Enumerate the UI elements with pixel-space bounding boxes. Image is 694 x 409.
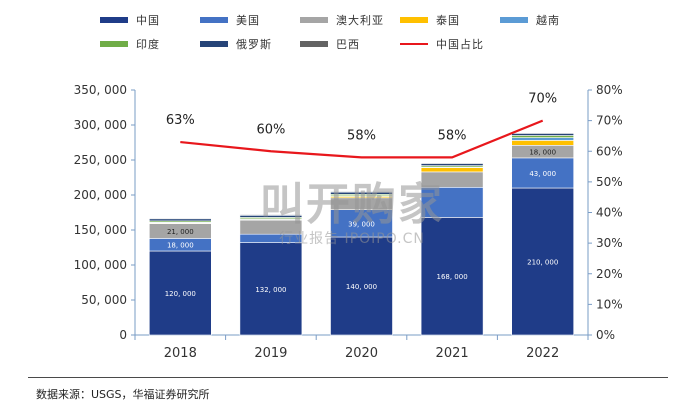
y-right-tick-label: 50% — [596, 175, 623, 189]
y-left-tick-label: 350, 000 — [74, 83, 127, 97]
line-data-label: 60% — [256, 122, 285, 137]
bar-segment — [239, 233, 303, 243]
chart-legend: 中国 美国 澳大利亚 泰国 越南 印度 俄罗斯 巴西 中国占比 — [0, 0, 694, 60]
bar-segment — [149, 217, 212, 220]
line-data-label: 70% — [528, 92, 557, 107]
bar-segment — [511, 132, 575, 134]
y-left-tick-label: 250, 000 — [74, 153, 127, 167]
bar-segment — [239, 242, 303, 336]
bar-segment — [239, 215, 303, 218]
bar-segment — [420, 217, 484, 336]
legend-label: 俄罗斯 — [236, 38, 272, 51]
legend-item: 泰国 — [400, 12, 460, 28]
legend-label: 美国 — [236, 14, 260, 27]
bar-segment — [511, 137, 575, 141]
legend-label: 越南 — [536, 14, 560, 27]
bar-segment — [511, 157, 575, 189]
legend-swatch — [400, 17, 428, 23]
y-right-tick-label: 10% — [596, 297, 623, 311]
legend-swatch — [300, 17, 328, 23]
bar-data-label: 120, 000 — [165, 290, 196, 298]
bar-segment — [330, 236, 393, 336]
source-note: 数据来源：USGS，华福证券研究所 — [36, 388, 210, 401]
y-left-tick-label: 300, 000 — [74, 118, 127, 132]
x-tick-label: 2018 — [164, 346, 197, 361]
bar-data-label: 18, 000 — [529, 149, 556, 157]
legend-swatch-line — [400, 43, 428, 45]
bar-segment — [420, 163, 484, 166]
bar-segment — [511, 135, 575, 138]
bar-segment — [420, 187, 484, 218]
x-tick-label: 2021 — [436, 346, 469, 361]
x-tick-label: 2019 — [254, 346, 287, 361]
source-divider — [28, 377, 668, 378]
line-data-label: 58% — [347, 128, 376, 143]
bar-segment — [239, 214, 303, 216]
bar-data-label: 18, 000 — [167, 242, 194, 250]
y-right-tick-label: 80% — [596, 83, 623, 97]
legend-item: 巴西 — [300, 36, 360, 52]
y-left-tick-label: 150, 000 — [74, 223, 127, 237]
bar-data-label: 132, 000 — [255, 286, 286, 294]
y-left-tick-label: 50, 000 — [81, 293, 127, 307]
y-right-tick-label: 40% — [596, 206, 623, 220]
bar-data-label: 210, 000 — [527, 259, 558, 267]
legend-label: 中国 — [136, 14, 160, 27]
bar-data-label: 39, 000 — [348, 220, 375, 228]
legend-swatch — [300, 41, 328, 47]
bar-segment — [420, 162, 484, 164]
legend-label: 巴西 — [336, 38, 360, 51]
bar-segment — [330, 191, 393, 193]
bar-segment — [511, 133, 575, 136]
bar-segment — [420, 171, 484, 188]
bar-segment — [149, 250, 212, 336]
china-share-line — [180, 119, 544, 159]
bar-segment — [330, 191, 393, 195]
legend-item: 印度 — [100, 36, 160, 52]
y-right-tick-label: 20% — [596, 267, 623, 281]
y-right-tick-label: 60% — [596, 144, 623, 158]
bar-data-label: 21, 000 — [167, 228, 194, 236]
line-data-label: 58% — [438, 128, 467, 143]
legend-swatch — [100, 17, 128, 23]
legend-label: 印度 — [136, 38, 160, 51]
legend-label: 澳大利亚 — [336, 14, 384, 27]
bar-data-label: 43, 000 — [529, 170, 556, 178]
legend-item: 中国 — [100, 12, 160, 28]
y-right-tick-label: 70% — [596, 114, 623, 128]
legend-label: 泰国 — [436, 14, 460, 27]
y-left-tick-label: 200, 000 — [74, 188, 127, 202]
bar-segment — [330, 197, 393, 211]
legend-item: 俄罗斯 — [200, 36, 272, 52]
bar-segment — [511, 140, 575, 146]
x-tick-label: 2020 — [345, 346, 378, 361]
legend-item: 越南 — [500, 12, 560, 28]
bar-segment — [239, 219, 303, 235]
legend-swatch — [500, 17, 528, 23]
line-data-label: 63% — [166, 113, 195, 128]
x-tick-label: 2022 — [526, 346, 559, 361]
bar-data-label: 168, 000 — [437, 273, 468, 281]
y-left-tick-label: 0 — [119, 328, 127, 342]
bar-data-label: 140, 000 — [346, 283, 377, 291]
y-right-tick-label: 0% — [596, 328, 615, 342]
legend-item: 美国 — [200, 12, 260, 28]
bar-segment — [149, 218, 212, 222]
legend-swatch — [200, 17, 228, 23]
y-right-tick-label: 30% — [596, 236, 623, 250]
bar-segment — [420, 167, 484, 173]
legend-item: 澳大利亚 — [300, 12, 384, 28]
legend-item: 中国占比 — [400, 36, 484, 52]
bar-segment — [511, 187, 575, 336]
y-left-tick-label: 100, 000 — [74, 258, 127, 272]
legend-swatch — [100, 41, 128, 47]
legend-swatch — [200, 41, 228, 47]
legend-label: 中国占比 — [436, 38, 484, 51]
